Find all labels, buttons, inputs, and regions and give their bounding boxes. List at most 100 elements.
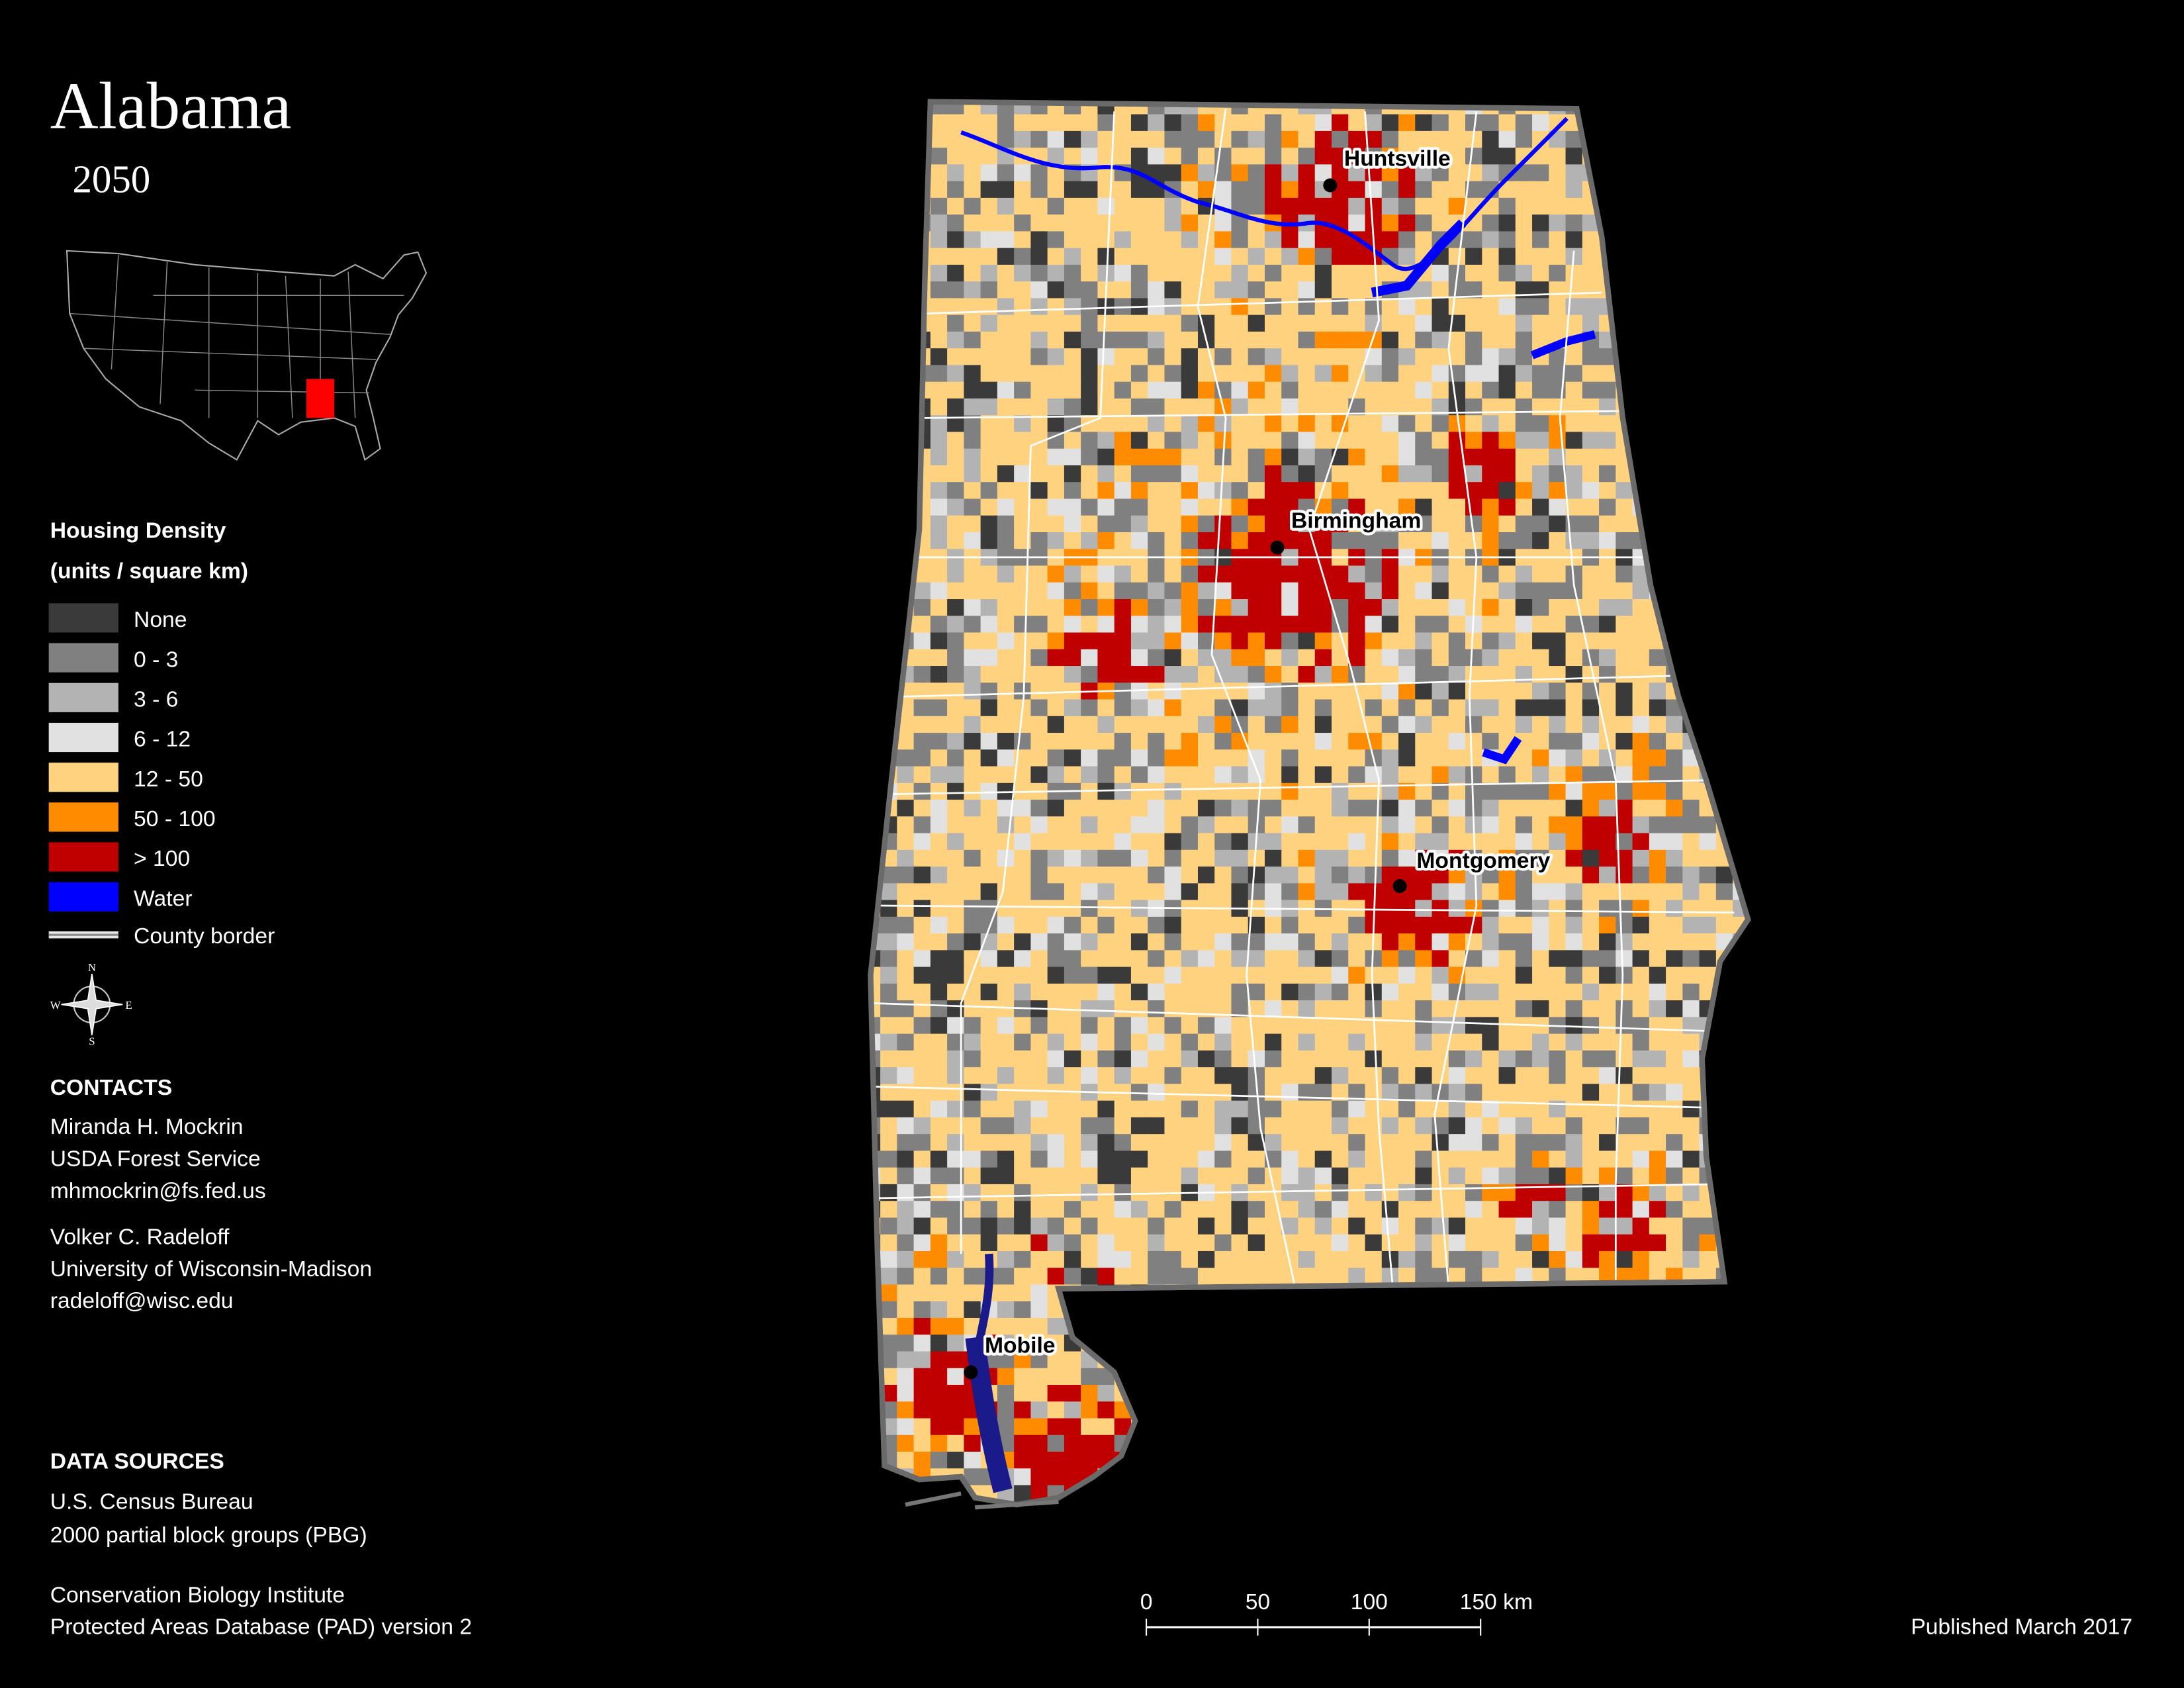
density-tile [1181, 883, 1199, 901]
density-tile [1148, 632, 1165, 650]
density-tile [930, 816, 948, 834]
density-tile [980, 1050, 998, 1068]
density-tile [880, 1017, 898, 1035]
density-tile [1030, 766, 1048, 784]
density-tile [1565, 214, 1583, 232]
density-tile [1465, 632, 1483, 650]
density-tile [1114, 398, 1132, 416]
density-tile [1264, 699, 1283, 717]
density-tile [1549, 164, 1567, 182]
density-tile [1331, 465, 1349, 483]
density-tile [1465, 749, 1483, 767]
density-tile [913, 1335, 931, 1352]
density-tile [1231, 916, 1249, 935]
density-tile [1666, 1217, 1684, 1235]
density-tile [1582, 900, 1600, 917]
density-tile [930, 281, 948, 299]
density-tile [1465, 432, 1483, 449]
density-tile [1314, 415, 1333, 433]
density-tile [1415, 649, 1433, 667]
density-tile [1081, 1234, 1099, 1252]
density-tile [1381, 749, 1400, 767]
density-tile [1448, 1050, 1467, 1068]
density-tile [1465, 1250, 1483, 1269]
density-tile [1448, 666, 1467, 684]
density-tile [1064, 749, 1082, 767]
density-tile [1381, 214, 1400, 232]
density-tile [1549, 1084, 1567, 1102]
density-tile [1030, 164, 1048, 182]
density-tile [1599, 465, 1617, 483]
density-tile [1365, 833, 1383, 851]
density-tile [1030, 1317, 1048, 1336]
density-tile [1549, 1250, 1567, 1269]
density-tile [964, 733, 981, 751]
density-tile [930, 248, 948, 265]
density-tile [1632, 1017, 1650, 1035]
city-label: Huntsville [1344, 146, 1451, 171]
density-tile [1482, 699, 1500, 717]
density-tile [1348, 348, 1366, 366]
density-tile [1197, 465, 1216, 483]
density-tile [1081, 933, 1099, 951]
density-tile [1148, 1067, 1165, 1085]
density-tile [1014, 114, 1032, 132]
density-tile [1314, 950, 1333, 968]
density-tile [1448, 1184, 1467, 1202]
density-tile [1014, 916, 1032, 935]
density-tile [1398, 900, 1416, 917]
density-tile [1181, 632, 1199, 650]
density-tile [997, 1000, 1015, 1018]
density-tile [980, 365, 998, 383]
density-tile [1515, 214, 1533, 232]
density-tile [947, 1401, 965, 1419]
density-tile [1148, 1268, 1165, 1286]
density-tile [1699, 933, 1717, 951]
density-tile [1331, 1150, 1349, 1168]
density-tile [1064, 365, 1082, 383]
density-tile [1465, 716, 1483, 734]
density-tile [1264, 314, 1283, 332]
density-tile [1148, 1000, 1165, 1018]
density-tile [980, 231, 998, 249]
density-tile [1432, 331, 1449, 350]
density-tile [1231, 448, 1249, 467]
density-tile [1281, 298, 1299, 316]
density-tile [1649, 1033, 1667, 1051]
density-tile [1281, 749, 1299, 767]
density-tile [1482, 1134, 1500, 1152]
density-tile [1214, 130, 1232, 149]
density-tile [1582, 1150, 1600, 1168]
density-tile [1214, 649, 1232, 667]
density-tile [964, 632, 981, 650]
density-tile [1532, 231, 1550, 249]
density-tile [1081, 1184, 1099, 1202]
density-tile [930, 933, 948, 951]
density-tile [930, 883, 948, 901]
density-tile [1030, 1301, 1048, 1319]
density-tile [1381, 1234, 1400, 1252]
density-tile [1081, 1033, 1099, 1051]
density-tile [1381, 231, 1400, 249]
density-tile [1415, 465, 1433, 483]
density-tile [1398, 966, 1416, 984]
density-tile [1298, 1268, 1316, 1286]
water [960, 117, 1596, 1493]
density-tile [1498, 833, 1516, 851]
density-tile [1565, 699, 1583, 717]
density-tile [1682, 916, 1700, 935]
density-tile [1699, 916, 1717, 935]
density-tile [1666, 1134, 1684, 1152]
density-tile [1214, 883, 1232, 901]
density-tile [1030, 1217, 1048, 1235]
density-tile [964, 1268, 981, 1286]
density-tile [1014, 849, 1032, 868]
density-tile [1381, 599, 1400, 617]
density-tile [1666, 867, 1684, 884]
density-tile [1130, 264, 1149, 283]
density-tile [1432, 900, 1449, 917]
density-tile [1381, 1050, 1400, 1068]
density-tile [1348, 1000, 1366, 1018]
density-tile [1097, 749, 1115, 767]
density-tile [1264, 766, 1283, 784]
